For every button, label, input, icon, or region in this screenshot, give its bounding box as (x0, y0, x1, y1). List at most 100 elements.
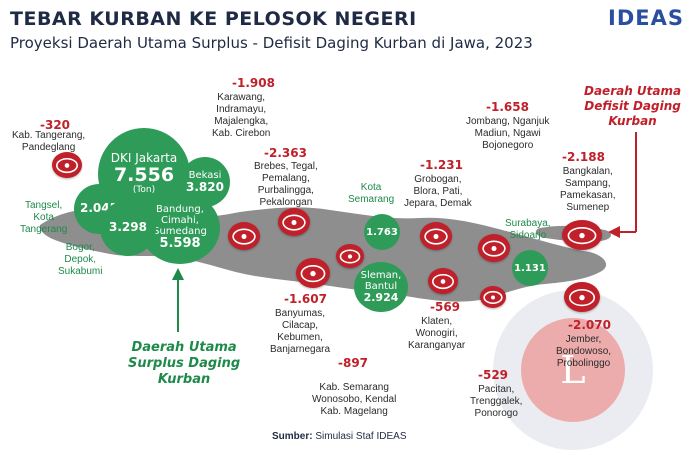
bangkalan-l2: Sampang, (565, 178, 611, 189)
kota-semarang-l1: Kota (360, 182, 382, 193)
meat-icon-klaten (428, 268, 458, 294)
tangerang-value: -320 (40, 118, 71, 132)
surplus-circle-sleman: Sleman, Bantul 2.924 (354, 262, 408, 312)
banyumas-l3: Kebumen, (277, 332, 323, 343)
grobogan-l3: Jepara, Demak (404, 198, 472, 209)
bandung-name2: Cimahi, (161, 215, 199, 227)
grobogan-l1: Grobogan, (414, 174, 462, 185)
meat-icon-karawang (228, 222, 260, 250)
brebes-label: Brebes, Tegal, Pemalang, Purbalingga, Pe… (254, 161, 318, 209)
banyumas-l4: Banjarnegara (270, 344, 331, 355)
kab-semarang-label: Kab. Semarang Wonosobo, Kendal Kab. Mage… (312, 382, 396, 418)
karawang-l4: Kab. Cirebon (212, 128, 271, 139)
jombang-l3: Bojonegoro (482, 140, 534, 151)
surplus-circle-kota-semarang: 1.763 (364, 214, 400, 250)
surabaya-label: Surabaya, Sidoarjo (505, 218, 551, 242)
pacitan-l3: Ponorogo (474, 408, 518, 419)
surabaya-l1: Surabaya, (505, 218, 551, 229)
surabaya-l2: Sidoarjo (509, 230, 547, 241)
tangerang-label: Kab. Tangerang, Pandeglang (12, 130, 85, 154)
jombang-l1: Jombang, Nganjuk (466, 116, 550, 127)
surplus-legend: Daerah Utama Surplus Daging Kurban (128, 340, 240, 388)
klaten-l3: Karanganyar (408, 340, 466, 351)
tangerang-l1: Kab. Tangerang, (12, 130, 86, 141)
klaten-l2: Wonogiri, (415, 328, 458, 339)
watermark-seal: L (493, 290, 653, 450)
deficit-legend-l1: Daerah Utama (584, 84, 682, 98)
bangkalan-label: Bangkalan, Sampang, Pamekasan, Sumenep (560, 166, 616, 214)
jember-value: -2.070 (568, 318, 611, 332)
kota-semarang-value: 1.763 (366, 226, 398, 238)
bogor-l2: Depok, (64, 254, 97, 265)
bogor-l1: Bogor, (65, 242, 95, 253)
meat-icon-tangerang (52, 152, 82, 178)
pacitan-l1: Pacitan, (478, 384, 515, 395)
sleman-l2: Bantul (364, 280, 398, 292)
sleman-l1: Sleman, (360, 269, 402, 281)
bangkalan-l1: Bangkalan, (562, 166, 613, 177)
banyumas-value: -1.607 (284, 292, 327, 306)
meat-icon-banyumas (296, 258, 330, 288)
bandung-value: 5.598 (159, 236, 201, 252)
bekasi-value: 3.820 (186, 179, 224, 194)
dki-value: 7.556 (113, 164, 175, 187)
surplus-circle-bogor: 3.298 (100, 200, 156, 256)
source-note: Sumber: Simulasi Staf IDEAS (272, 431, 407, 442)
source-text: Simulasi Staf IDEAS (315, 431, 407, 442)
karawang-l2: Indramayu, (216, 104, 267, 115)
jember-l1: Jember, (565, 334, 602, 345)
banyumas-l2: Cilacap, (281, 320, 319, 331)
pacitan-value: -529 (478, 368, 509, 382)
banyumas-label: Banyumas, Cilacap, Kebumen, Banjarnegara (270, 308, 330, 356)
deficit-pointer-arrow (608, 226, 620, 238)
bogor-label: Bogor, Depok, Sukabumi (58, 242, 102, 278)
karawang-l1: Karawang, (217, 92, 266, 103)
surplus-pointer-arrow (172, 268, 184, 280)
brebes-l1: Brebes, Tegal, (254, 161, 318, 172)
svg-text:L: L (560, 348, 585, 392)
surplus-legend-l2: Surplus Daging (128, 356, 241, 371)
tangsel-l1: Tangsel, (25, 200, 63, 211)
meat-icon-kab-semarang (336, 244, 364, 268)
kab-semarang-value: -897 (338, 356, 369, 370)
kab-semarang-l2: Wonosobo, Kendal (312, 394, 397, 405)
brebes-l2: Pemalang, (261, 173, 310, 184)
grobogan-value: -1.231 (420, 158, 463, 172)
tangerang-l2: Pandeglang (21, 142, 76, 153)
kab-semarang-l3: Kab. Magelang (320, 406, 388, 417)
grobogan-label: Grobogan, Blora, Pati, Jepara, Demak (404, 174, 472, 210)
bogor-l3: Sukabumi (58, 266, 103, 277)
kota-semarang-label: Kota Semarang (348, 182, 394, 206)
surabaya-value: 1.131 (514, 262, 546, 274)
pacitan-l2: Trenggalek, (470, 396, 523, 407)
ideas-logo: IDEAS (608, 6, 684, 30)
bandung-name1: Bandung, (156, 204, 204, 216)
meat-icon-brebes (278, 208, 310, 236)
jember-label: Jember, Bondowoso, Probolinggo (556, 334, 611, 370)
pacitan-label: Pacitan, Trenggalek, Ponorogo (470, 384, 522, 420)
tangsel-l2: Kota (33, 212, 54, 223)
deficit-legend-l2: Defisit Daging (584, 99, 681, 113)
bangkalan-l4: Sumenep (566, 202, 610, 213)
infographic-title: TEBAR KURBAN KE PELOSOK NEGERI (10, 8, 417, 30)
tangsel-l3: Tangerang (20, 224, 68, 235)
jember-l2: Bondowoso, (556, 346, 612, 357)
deficit-legend: Daerah Utama Defisit Daging Kurban (584, 84, 681, 129)
bandung-name3: Sumedang (153, 226, 207, 238)
meat-icon-jombang (478, 234, 510, 262)
brebes-l4: Pekalongan (259, 197, 313, 208)
meat-icon-jember (564, 282, 600, 312)
karawang-label: Karawang, Indramayu, Majalengka, Kab. Ci… (212, 92, 270, 140)
bangkalan-value: -2.188 (562, 150, 605, 164)
klaten-label: Klaten, Wonogiri, Karanganyar (408, 316, 465, 352)
bogor-value: 3.298 (109, 220, 147, 235)
jombang-value: -1.658 (486, 100, 529, 114)
klaten-value: -569 (430, 300, 461, 314)
jombang-label: Jombang, Nganjuk Madiun, Ngawi Bojonegor… (466, 116, 549, 152)
bangkalan-l3: Pamekasan, (560, 190, 616, 201)
brebes-value: -2.363 (264, 146, 307, 160)
bekasi-name: Bekasi (188, 169, 222, 181)
surplus-legend-l3: Kurban (157, 372, 211, 387)
jember-l3: Probolinggo (556, 358, 611, 369)
karawang-l3: Majalengka, (214, 116, 269, 127)
